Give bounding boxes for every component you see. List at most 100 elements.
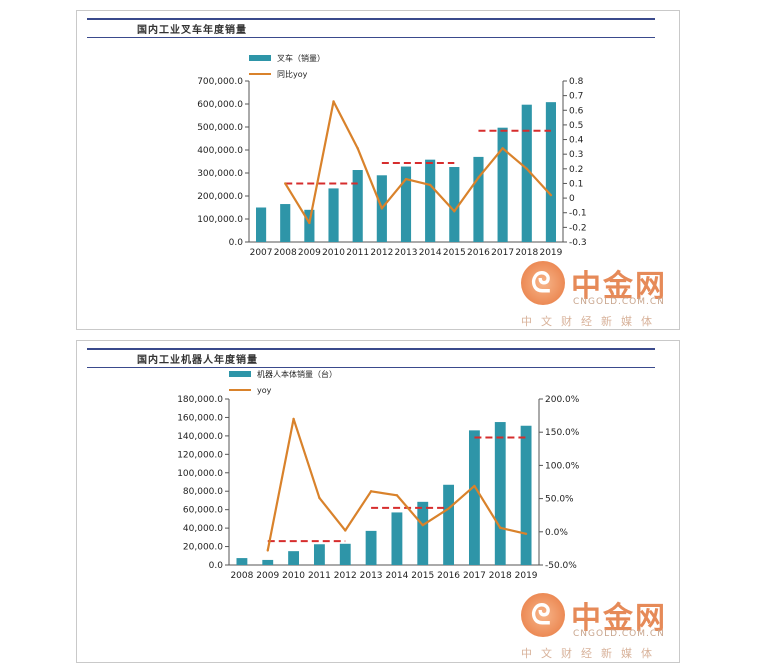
bar — [443, 484, 455, 565]
x-tick-label: 2007 — [250, 248, 273, 258]
right-tick-label: 0.7 — [569, 92, 583, 102]
title-rule-top — [87, 18, 655, 20]
bar — [328, 188, 339, 242]
bar — [391, 512, 403, 565]
right-tick-label: 0.2 — [569, 165, 583, 175]
title-rule-top — [87, 348, 655, 350]
left-tick-label: 120,000.0 — [177, 450, 223, 460]
title-rule-bottom — [87, 367, 655, 368]
left-tick-label: 400,000.0 — [197, 146, 243, 156]
yoy-point — [501, 147, 504, 150]
yoy-point — [473, 484, 476, 488]
chart-title: 国内工业叉车年度销量 — [137, 25, 247, 36]
yoy-point — [524, 532, 528, 535]
yoy-point — [499, 526, 502, 530]
bar — [313, 544, 325, 565]
left-tick-label: 160,000.0 — [177, 413, 223, 423]
x-tick-label: 2019 — [515, 571, 538, 581]
bar — [236, 558, 248, 565]
yoy-point — [266, 549, 269, 552]
left-tick-label: 200,000.0 — [197, 192, 243, 202]
x-tick-label: 2016 — [437, 571, 460, 581]
bar — [280, 204, 291, 242]
x-tick-label: 2018 — [515, 248, 538, 258]
yoy-point — [380, 207, 384, 210]
x-tick-label: 2009 — [298, 248, 321, 258]
x-tick-label: 2018 — [489, 571, 512, 581]
bar — [449, 167, 460, 242]
chart-title: 国内工业机器人年度销量 — [137, 355, 258, 366]
legend-bar-label: 叉车（销量） — [277, 53, 325, 63]
x-tick-label: 2008 — [274, 248, 297, 258]
x-tick-label: 2010 — [282, 571, 305, 581]
bar — [494, 422, 506, 565]
chart-panel-robot: 国内工业机器人年度销量 0.0 20,000.0 40,000.0 60,000.0 8… — [76, 340, 680, 663]
yoy-point — [549, 193, 553, 197]
x-tick-label: 2015 — [443, 248, 466, 258]
bar — [497, 127, 508, 242]
x-tick-label: 2015 — [411, 571, 434, 581]
right-tick-label: 200.0% — [545, 395, 580, 405]
right-tick-label: 100.0% — [545, 461, 580, 471]
yoy-point — [447, 507, 450, 510]
x-tick-label: 2013 — [360, 571, 383, 581]
yoy-point — [318, 496, 321, 500]
x-tick-label: 2019 — [539, 248, 562, 258]
right-tick-label: 0.1 — [569, 179, 583, 189]
x-tick-label: 2011 — [346, 248, 369, 258]
yoy-point — [344, 529, 347, 532]
right-tick-label: -0.3 — [569, 238, 587, 248]
yoy-point — [404, 177, 408, 181]
cngold-logo-icon: ᘓ — [521, 593, 565, 637]
right-tick-label: 0.8 — [569, 77, 584, 87]
legend-line-label: yoy — [257, 386, 272, 395]
right-tick-label: 150.0% — [545, 428, 580, 438]
legend-bar-label: 机器人本体销量（台） — [257, 369, 337, 379]
watermark-url: CNGOLD.COM.CN — [573, 629, 665, 639]
bar — [262, 559, 274, 565]
x-tick-label: 2008 — [230, 571, 253, 581]
bar — [304, 209, 315, 242]
forklift-chart: 0.0 100,000.0 200,000.0 300,000.0 400,000.0 5… — [197, 53, 587, 258]
left-tick-label: 100,000.0 — [177, 469, 223, 479]
bar — [417, 501, 429, 565]
right-tick-label: -50.0% — [545, 561, 577, 571]
bar — [339, 543, 351, 565]
bar — [473, 156, 484, 242]
left-tick-label: 100,000.0 — [197, 215, 243, 225]
x-tick-label: 2013 — [395, 248, 418, 258]
watermark-url: CNGOLD.COM.CN — [573, 297, 665, 307]
legend-line-label: 同比yoy — [277, 69, 308, 79]
bar — [256, 207, 267, 242]
bar — [425, 159, 436, 242]
x-tick-label: 2012 — [334, 571, 357, 581]
bar — [400, 166, 412, 242]
right-tick-label: 0.6 — [569, 106, 584, 116]
right-tick-label: 0 — [569, 194, 575, 204]
right-tick-label: -0.2 — [569, 223, 587, 233]
right-tick-label: 0.3 — [569, 150, 583, 160]
left-tick-label: 180,000.0 — [177, 395, 223, 405]
bar — [352, 170, 363, 242]
bar — [468, 430, 480, 565]
x-tick-label: 2010 — [322, 248, 345, 258]
x-tick-label: 2017 — [491, 248, 514, 258]
left-tick-label: 40,000.0 — [183, 524, 223, 534]
x-tick-label: 2012 — [370, 248, 393, 258]
left-tick-label: 300,000.0 — [197, 169, 243, 179]
yoy-point — [369, 490, 373, 493]
right-tick-label: 0.5 — [569, 121, 583, 131]
yoy-point — [332, 100, 335, 103]
cngold-logo-icon: ᘓ — [521, 261, 565, 305]
bar — [288, 551, 300, 565]
yoy-point — [428, 183, 432, 187]
left-tick-label: 140,000.0 — [177, 432, 223, 442]
yoy-point — [525, 167, 528, 171]
watermark-subtitle: 中文财经新媒体 — [521, 647, 661, 660]
right-tick-label: -0.1 — [569, 209, 587, 219]
x-tick-label: 2009 — [256, 571, 279, 581]
legend-bar-swatch — [249, 55, 271, 61]
title-rule-bottom — [87, 37, 655, 38]
yoy-point — [477, 176, 480, 179]
yoy-point — [395, 494, 399, 497]
